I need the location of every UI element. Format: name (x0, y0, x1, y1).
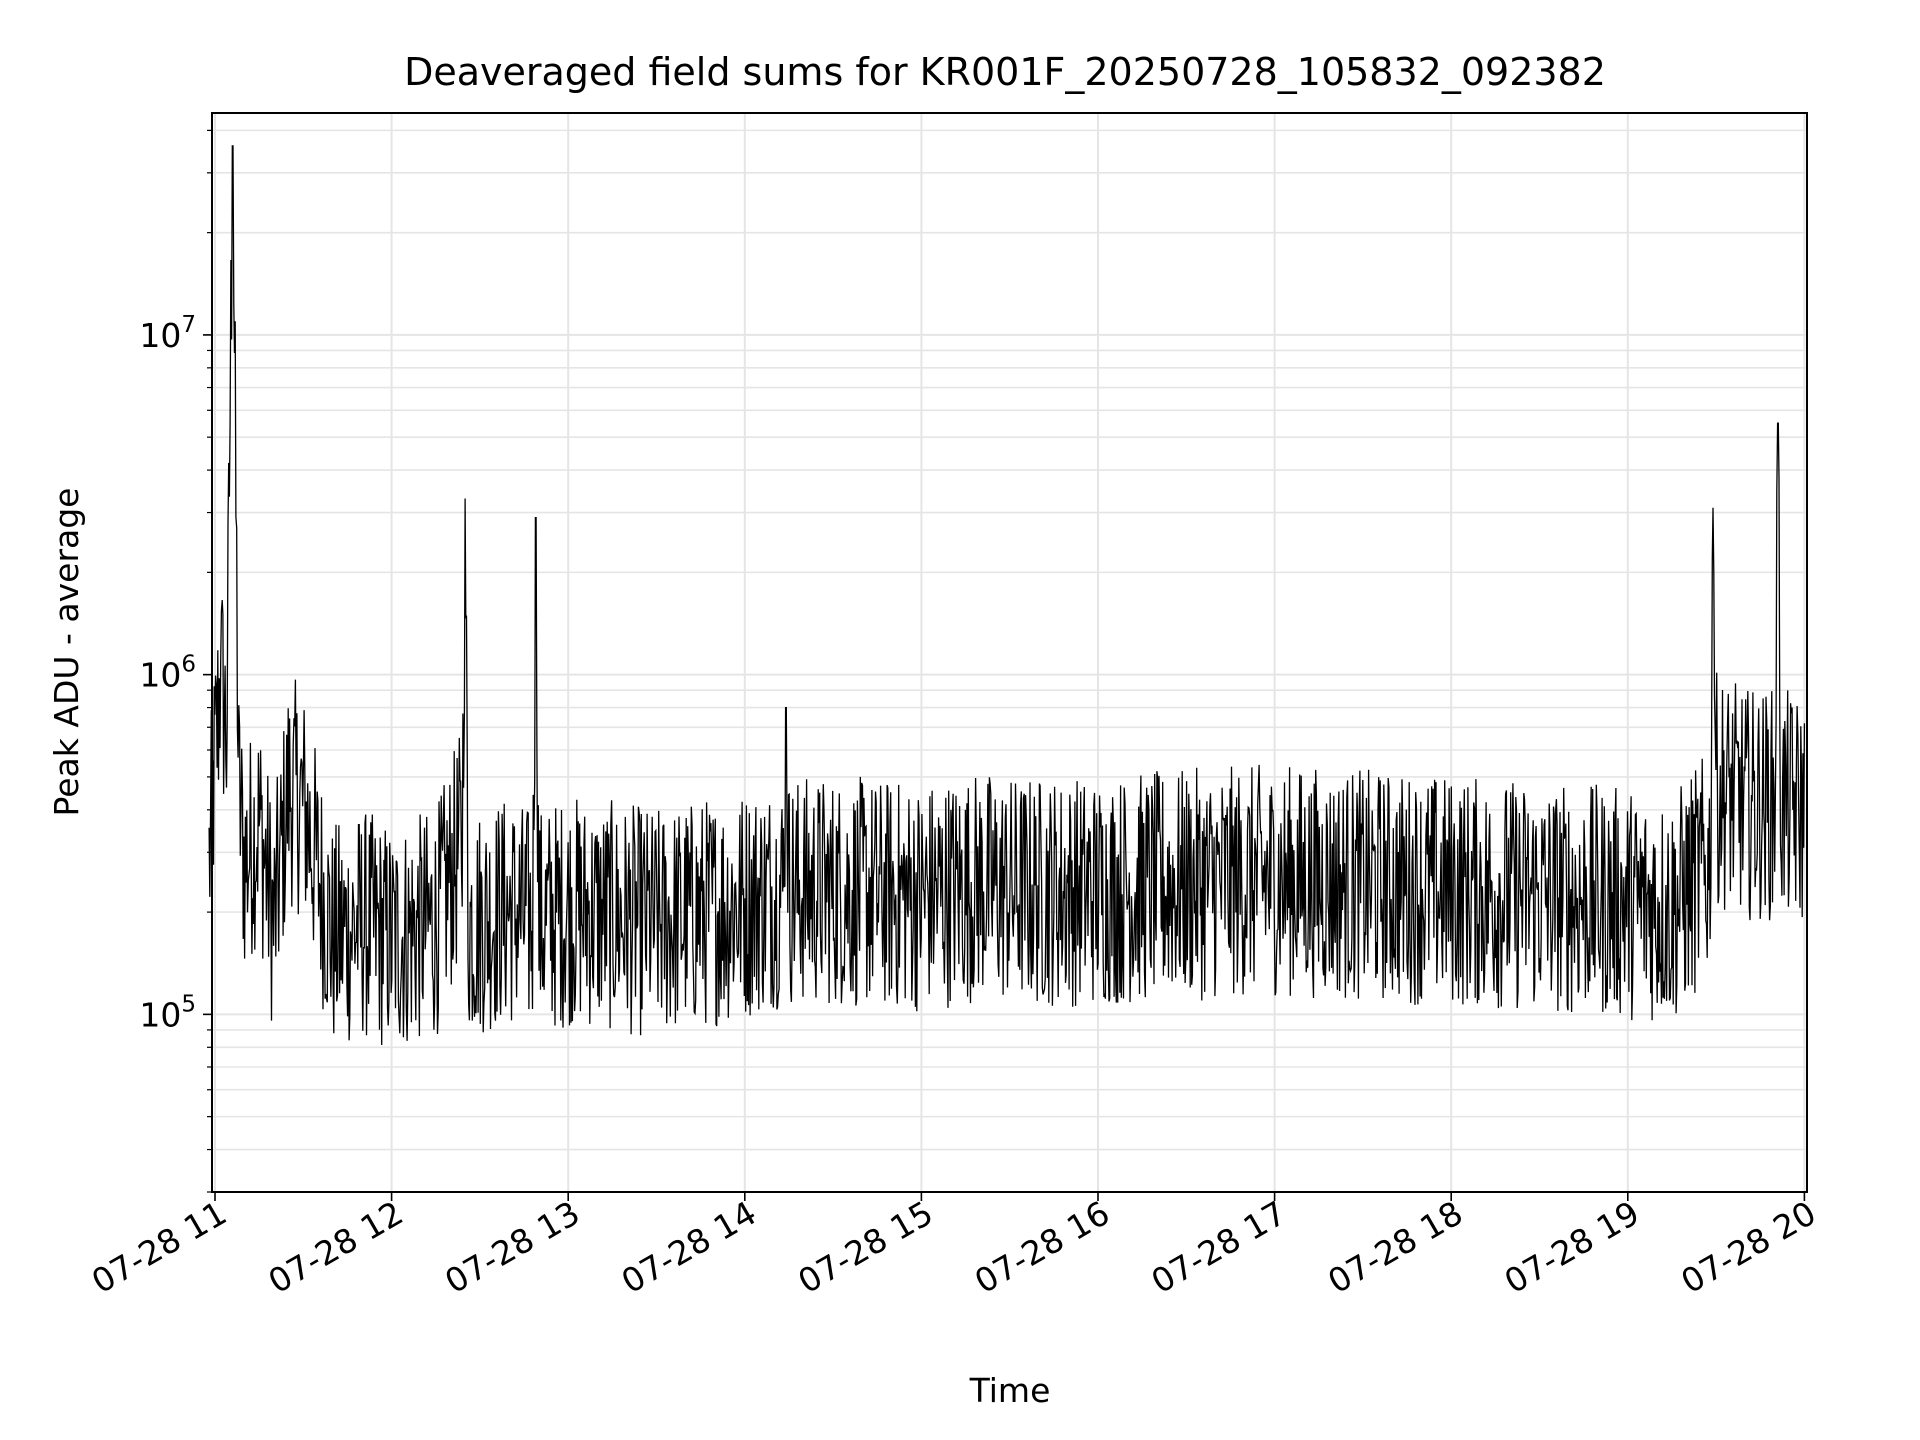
y-tick-label: 105 (139, 991, 196, 1034)
y-axis-ticks: 105 106 107 (139, 129, 212, 1193)
x-axis-label: Time (969, 1371, 1051, 1410)
y-tick-label: 107 (139, 312, 196, 355)
major-gridlines (212, 113, 1807, 1192)
y-tick-label: 106 (139, 652, 196, 695)
y-axis-label: Peak ADU - average (47, 488, 86, 817)
plot-frame (211, 112, 1808, 1193)
series-line (208, 145, 1806, 1046)
chart-title: Deaveraged field sums for KR001F_2025072… (404, 50, 1606, 94)
